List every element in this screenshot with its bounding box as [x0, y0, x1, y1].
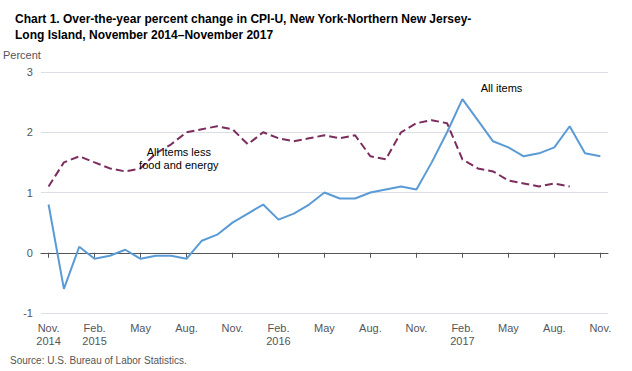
svg-text:All items less: All items less	[147, 146, 212, 158]
svg-text:May: May	[498, 322, 519, 334]
svg-text:1: 1	[27, 187, 33, 199]
svg-text:3: 3	[27, 66, 33, 78]
svg-text:Source: U.S. Bureau of Labor S: Source: U.S. Bureau of Labor Statistics.	[10, 355, 187, 366]
svg-text:Chart 1. Over-the-year percent: Chart 1. Over-the-year percent change in…	[15, 12, 471, 26]
svg-text:Feb.: Feb.	[84, 322, 106, 334]
svg-text:May: May	[130, 322, 151, 334]
svg-text:Aug.: Aug.	[175, 322, 198, 334]
svg-text:Nov.: Nov.	[222, 322, 244, 334]
svg-text:Nov.: Nov.	[38, 322, 60, 334]
svg-text:Feb.: Feb.	[451, 322, 473, 334]
svg-text:Nov.: Nov.	[406, 322, 428, 334]
svg-text:Feb.: Feb.	[267, 322, 289, 334]
svg-text:0: 0	[27, 247, 33, 259]
svg-text:Percent: Percent	[3, 49, 41, 61]
svg-text:Aug.: Aug.	[543, 322, 566, 334]
svg-text:Nov.: Nov.	[589, 322, 611, 334]
svg-text:Aug.: Aug.	[359, 322, 382, 334]
svg-text:All items: All items	[481, 82, 523, 94]
svg-text:2014: 2014	[36, 335, 60, 347]
svg-text:food and energy: food and energy	[139, 159, 219, 171]
svg-text:2015: 2015	[82, 335, 106, 347]
svg-text:2016: 2016	[266, 335, 290, 347]
svg-text:2017: 2017	[450, 335, 474, 347]
svg-text:Long Island, November 2014–Nov: Long Island, November 2014–November 2017	[15, 28, 273, 42]
svg-text:May: May	[314, 322, 335, 334]
svg-text:2: 2	[27, 126, 33, 138]
svg-text:-1: -1	[23, 307, 33, 319]
